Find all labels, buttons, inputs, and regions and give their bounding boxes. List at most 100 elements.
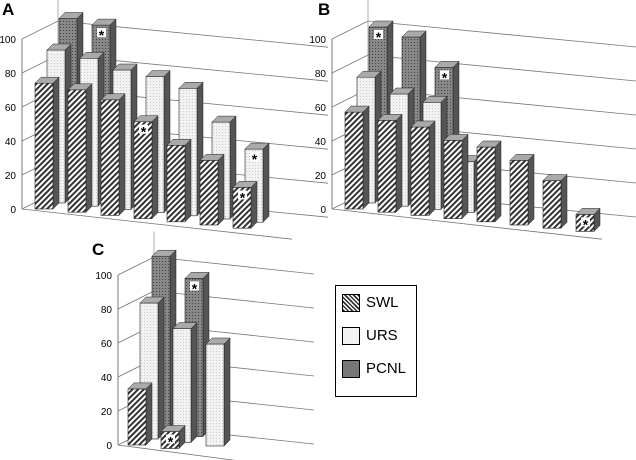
y-tick-label: 0 — [320, 205, 326, 216]
significance-star: * — [583, 216, 589, 232]
bar-swl — [127, 388, 147, 446]
bar-top-pcnl — [91, 18, 117, 26]
y-tick-label: 100 — [0, 35, 16, 46]
bar-swl — [443, 140, 463, 219]
bar-urs — [205, 343, 225, 447]
star-bg — [440, 70, 449, 80]
bar-top-swl — [443, 134, 469, 141]
bar-top-swl — [133, 115, 159, 122]
significance-star: * — [442, 69, 448, 85]
bar-top-pcnl — [434, 61, 460, 68]
legend-label: URS — [366, 327, 398, 344]
bar-side-swl — [145, 382, 153, 446]
bar-top-swl — [344, 105, 370, 113]
bar-top-urs — [422, 96, 448, 103]
panel-label-c: C — [92, 240, 105, 259]
bar-top-swl — [377, 114, 403, 121]
bar-top-swl — [166, 139, 192, 146]
panel-label-b: B — [318, 0, 331, 19]
legend-label: PCNL — [366, 360, 407, 377]
y-tick-label: 60 — [5, 103, 17, 114]
y-tick-label: 60 — [315, 103, 327, 114]
y-tick-label: 40 — [101, 373, 113, 384]
bar-side-swl — [461, 133, 469, 220]
y-tick-label: 40 — [5, 137, 17, 148]
y-tick-label: 80 — [5, 69, 17, 80]
significance-star: * — [376, 29, 382, 45]
panel-label-a: A — [2, 0, 15, 19]
bar-side-swl — [184, 138, 192, 223]
bar-top-urs — [112, 63, 138, 71]
bar-swl — [166, 145, 186, 223]
bar-swl — [542, 180, 562, 229]
bar-swl — [377, 120, 397, 213]
significance-star: * — [168, 434, 174, 450]
bar-side-swl — [118, 93, 126, 217]
bar-top-swl — [232, 181, 258, 188]
y-tick-label: 100 — [95, 271, 112, 282]
y-tick-label: 100 — [309, 35, 326, 46]
floor-edge — [331, 208, 603, 240]
urs-swatch — [342, 326, 360, 345]
legend-item-urs: URS — [336, 319, 416, 352]
star-bg — [166, 434, 175, 444]
star-bg — [190, 281, 199, 291]
star-bg — [374, 30, 383, 39]
y-tick-label: 0 — [106, 441, 112, 452]
bar-swl — [476, 146, 496, 223]
bar-top-swl — [34, 76, 60, 84]
bar-side-swl — [250, 180, 258, 229]
bar-top-swl — [542, 174, 568, 181]
bar-side-swl — [527, 153, 535, 226]
bar-swl — [199, 160, 219, 226]
legend: SWL URS PCNL — [335, 285, 417, 397]
floor-edge — [21, 208, 293, 240]
bar-swl — [67, 89, 87, 213]
significance-star: * — [192, 280, 198, 296]
bar-side-urs — [223, 337, 231, 447]
floor-edge — [117, 444, 236, 460]
bar-side-swl — [217, 153, 225, 226]
bar-top-urs — [205, 337, 231, 345]
y-tick-label: 0 — [10, 205, 16, 216]
y-tick-label: 60 — [101, 339, 113, 350]
bar-side-urs — [190, 321, 198, 444]
bar-top-swl — [127, 382, 153, 390]
bar-top-urs — [139, 296, 165, 304]
bar-swl — [509, 160, 529, 226]
bar-top-swl — [160, 425, 186, 432]
bar-top-pcnl — [58, 12, 84, 19]
gridline — [117, 256, 315, 276]
star-bg — [581, 217, 590, 227]
bar-top-pcnl — [184, 272, 210, 279]
significance-star: * — [252, 151, 258, 167]
legend-item-swl: SWL — [336, 286, 416, 319]
bar-top-swl — [199, 154, 225, 161]
bar-side-swl — [494, 140, 502, 223]
bar-side-urs — [157, 296, 165, 440]
bar-swl — [100, 99, 120, 216]
significance-star: * — [141, 124, 147, 140]
y-tick-label: 80 — [101, 305, 113, 316]
bar-top-swl — [509, 154, 535, 161]
star-bg — [139, 124, 148, 134]
bar-top-urs — [211, 115, 237, 123]
bar-top-swl — [67, 83, 93, 91]
bar-side-swl — [52, 76, 60, 210]
star-bg — [250, 152, 259, 162]
bar-top-swl — [100, 93, 126, 101]
bar-top-swl — [410, 120, 436, 128]
bar-top-urs — [145, 70, 171, 77]
bar-top-urs — [178, 82, 204, 89]
pcnl-swatch — [342, 359, 360, 378]
bar-swl — [410, 126, 430, 216]
bar-top-urs — [79, 52, 105, 59]
star-bg — [97, 28, 106, 38]
bar-top-urs — [244, 142, 270, 150]
y-tick-label: 40 — [315, 137, 327, 148]
bar-top-swl — [575, 208, 601, 215]
bar-top-pcnl — [401, 30, 427, 38]
swl-swatch — [342, 293, 360, 312]
y-tick-label: 20 — [101, 407, 113, 418]
bar-swl — [344, 111, 364, 210]
